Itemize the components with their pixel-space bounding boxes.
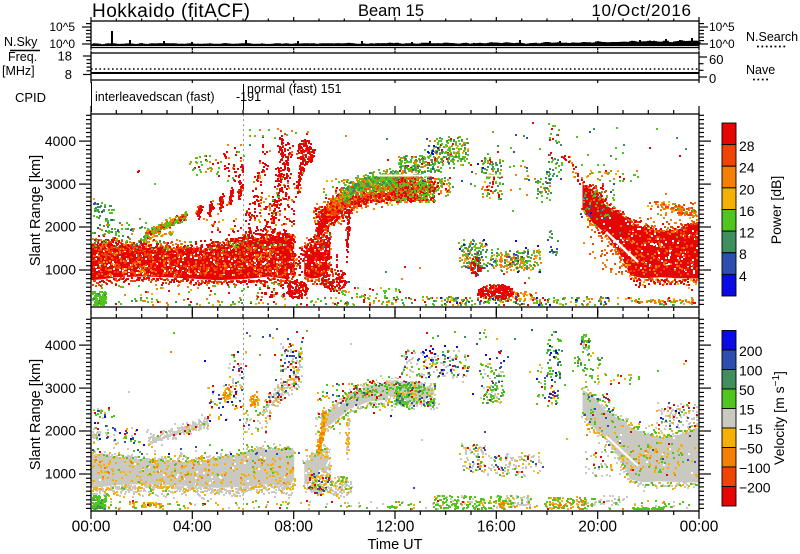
svg-text:CPID: CPID (15, 90, 46, 105)
svg-text:Slant Range [km]: Slant Range [km] (28, 359, 44, 470)
svg-text:4: 4 (739, 268, 747, 284)
svg-text:Hokkaido (fitACF): Hokkaido (fitACF) (92, 1, 250, 22)
svg-text:normal (fast) 151: normal (fast) 151 (247, 82, 342, 96)
svg-text:15: 15 (739, 402, 755, 418)
svg-text:12:00: 12:00 (376, 519, 415, 536)
svg-text:10/Oct/2016: 10/Oct/2016 (591, 1, 691, 20)
svg-text:0: 0 (709, 71, 716, 86)
svg-text:10^5: 10^5 (49, 20, 75, 34)
svg-text:1000: 1000 (45, 262, 76, 278)
svg-text:2000: 2000 (45, 219, 76, 235)
svg-text:3000: 3000 (45, 380, 76, 396)
svg-text:00:00: 00:00 (680, 519, 719, 536)
svg-text:−100: −100 (739, 460, 771, 476)
svg-text:Power [dB]: Power [dB] (768, 176, 784, 244)
svg-text:20:00: 20:00 (578, 519, 617, 536)
svg-text:interleavedscan (fast): interleavedscan (fast) (95, 90, 215, 104)
svg-text:-191: -191 (236, 90, 261, 104)
svg-text:4000: 4000 (45, 133, 76, 149)
svg-text:20: 20 (739, 181, 755, 197)
svg-text:Time UT: Time UT (367, 537, 422, 553)
svg-text:28: 28 (739, 138, 755, 154)
svg-text:Beam 15: Beam 15 (358, 2, 424, 20)
svg-text:08:00: 08:00 (274, 519, 313, 536)
svg-text:18: 18 (58, 49, 72, 64)
svg-text:1000: 1000 (45, 466, 76, 482)
svg-text:−200: −200 (739, 480, 771, 496)
svg-text:00:00: 00:00 (72, 519, 111, 536)
svg-text:N.Search: N.Search (746, 30, 798, 44)
svg-text:100: 100 (739, 363, 763, 379)
svg-text:N.Sky: N.Sky (4, 35, 38, 49)
svg-text:24: 24 (739, 160, 755, 176)
svg-text:200: 200 (739, 343, 763, 359)
svg-text:Freq.: Freq. (8, 50, 37, 64)
svg-text:3000: 3000 (45, 176, 76, 192)
svg-text:2000: 2000 (45, 423, 76, 439)
svg-text:60: 60 (709, 52, 723, 67)
svg-text:04:00: 04:00 (173, 519, 212, 536)
svg-text:−50: −50 (739, 441, 763, 457)
svg-text:10^0: 10^0 (709, 37, 735, 51)
svg-text:Slant Range [km]: Slant Range [km] (28, 155, 44, 266)
svg-text:Velocity [m s−1]: Velocity [m s−1] (771, 371, 787, 465)
svg-text:16: 16 (739, 203, 755, 219)
svg-text:8: 8 (739, 246, 747, 262)
svg-text:−15: −15 (739, 421, 763, 437)
svg-text:12: 12 (739, 225, 755, 241)
svg-text:Nave: Nave (746, 63, 775, 77)
svg-text:16:00: 16:00 (477, 519, 516, 536)
svg-text:8: 8 (65, 67, 72, 82)
svg-text:[MHz]: [MHz] (2, 64, 35, 78)
svg-text:10^0: 10^0 (49, 37, 75, 51)
svg-text:50: 50 (739, 382, 755, 398)
svg-text:4000: 4000 (45, 337, 76, 353)
svg-text:10^5: 10^5 (709, 20, 735, 34)
